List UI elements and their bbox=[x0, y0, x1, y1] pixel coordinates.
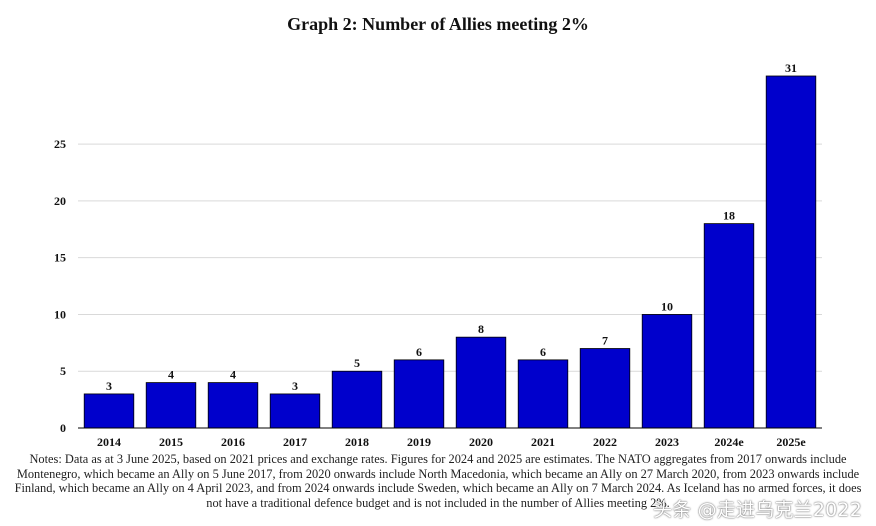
bar-value-label: 10 bbox=[661, 299, 673, 313]
x-tick-label: 2019 bbox=[407, 435, 431, 449]
bars bbox=[83, 75, 817, 429]
y-tick-label: 15 bbox=[54, 251, 66, 265]
x-tick-label: 2016 bbox=[221, 435, 245, 449]
x-tick-label: 2020 bbox=[469, 435, 493, 449]
x-tick-label: 2021 bbox=[531, 435, 555, 449]
bar-value-label: 4 bbox=[168, 368, 174, 382]
bar-value-label: 5 bbox=[354, 356, 360, 370]
chart-notes: Notes: Data as at 3 June 2025, based on … bbox=[14, 452, 862, 510]
bar-value-label: 4 bbox=[230, 368, 236, 382]
bar-value-labels: 3 4 4 3 5 6 8 6 7 10 18 31 bbox=[106, 61, 797, 393]
y-tick-label: 0 bbox=[60, 421, 66, 435]
bar-2022 bbox=[579, 348, 631, 429]
x-tick-label: 2023 bbox=[655, 435, 679, 449]
bar-value-label: 6 bbox=[416, 345, 422, 359]
y-axis: 0 5 10 15 20 25 bbox=[54, 137, 66, 435]
bar-value-label: 31 bbox=[785, 61, 797, 75]
bar-2021 bbox=[517, 359, 569, 429]
bar-value-label: 18 bbox=[723, 209, 735, 223]
y-tick-label: 25 bbox=[54, 137, 66, 151]
bar-2025e bbox=[765, 75, 817, 429]
bar-2024e bbox=[703, 223, 755, 429]
bar-2014 bbox=[83, 393, 135, 429]
bar-2020 bbox=[455, 336, 507, 429]
chart-title: Graph 2: Number of Allies meeting 2% bbox=[287, 14, 589, 34]
x-tick-label: 2015 bbox=[159, 435, 183, 449]
bar-2019 bbox=[393, 359, 445, 429]
y-tick-label: 20 bbox=[54, 194, 66, 208]
bar-value-label: 6 bbox=[540, 345, 546, 359]
bar-value-label: 3 bbox=[106, 379, 112, 393]
x-tick-label: 2025e bbox=[776, 435, 806, 449]
x-tick-label: 2022 bbox=[593, 435, 617, 449]
x-tick-label: 2024e bbox=[714, 435, 744, 449]
bar-2023 bbox=[641, 314, 693, 429]
bar-value-label: 3 bbox=[292, 379, 298, 393]
x-tick-label: 2017 bbox=[283, 435, 307, 449]
watermark: 头条 @走进乌克兰2022 bbox=[653, 499, 862, 521]
bar-2017 bbox=[269, 393, 321, 429]
bar-2015 bbox=[145, 382, 197, 429]
bar-value-label: 7 bbox=[602, 334, 608, 348]
bar-value-label: 8 bbox=[478, 322, 484, 336]
gridlines bbox=[78, 143, 822, 372]
x-tick-label: 2014 bbox=[97, 435, 121, 449]
bar-2018 bbox=[331, 370, 383, 429]
x-axis: 2014 2015 2016 2017 2018 2019 2020 2021 2022 2023… bbox=[78, 427, 822, 449]
x-tick-label: 2018 bbox=[345, 435, 369, 449]
y-tick-label: 10 bbox=[54, 307, 66, 321]
bar-2016 bbox=[207, 382, 259, 429]
y-tick-label: 5 bbox=[60, 364, 66, 378]
